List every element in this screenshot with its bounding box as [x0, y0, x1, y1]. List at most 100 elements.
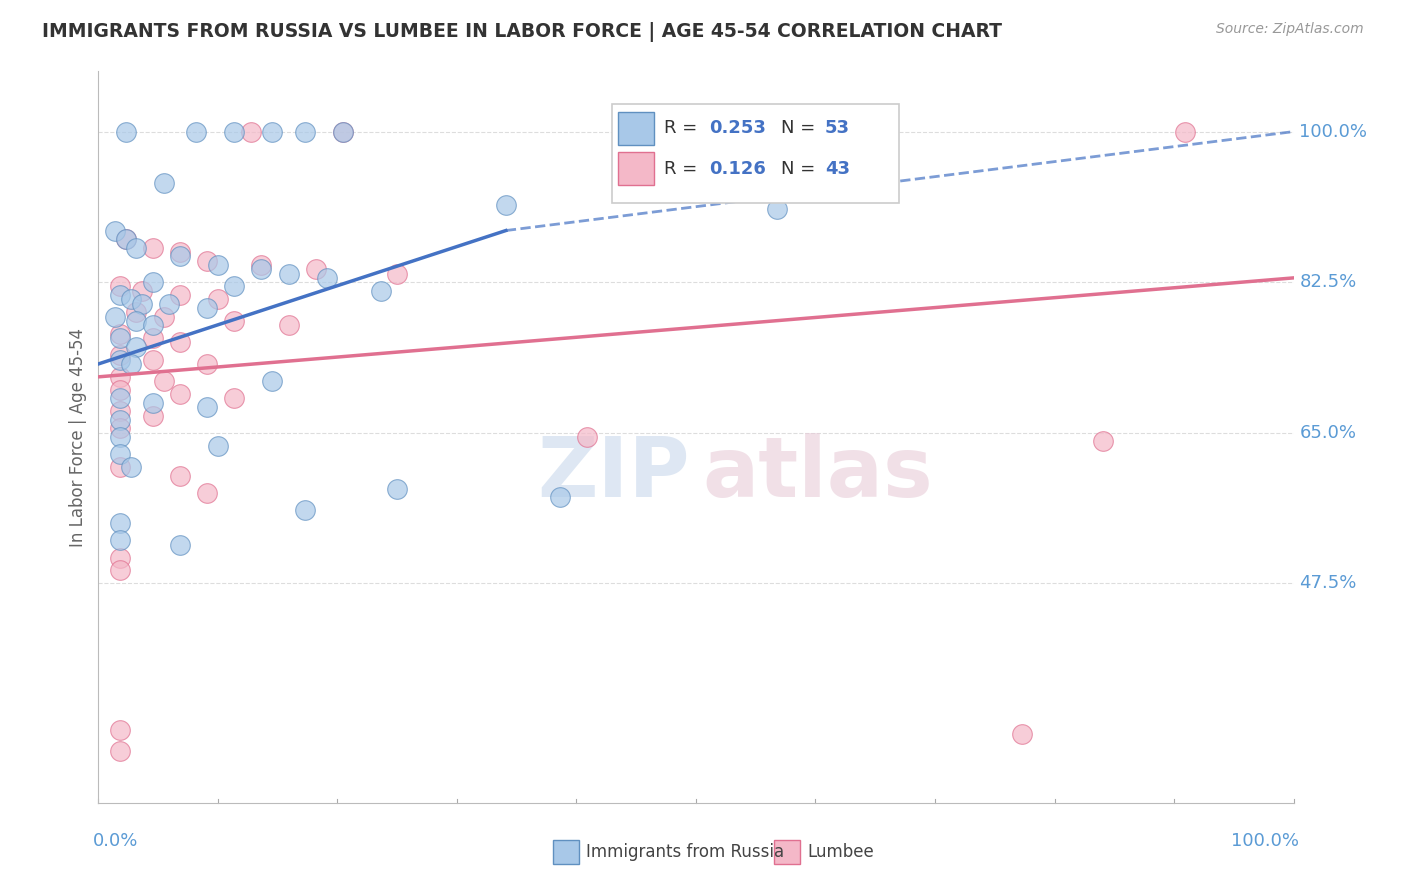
Point [108, 430, 131, 444]
Point [207, 258, 229, 272]
Point [195, 486, 218, 500]
Point [1011, 727, 1033, 741]
Point [108, 723, 131, 737]
Point [169, 249, 191, 263]
Point [125, 241, 148, 255]
Point [120, 357, 142, 371]
Point [142, 241, 165, 255]
Point [152, 310, 174, 324]
Point [195, 357, 218, 371]
Point [152, 176, 174, 190]
Point [142, 409, 165, 423]
Text: N =: N = [780, 119, 821, 136]
Point [108, 331, 131, 345]
Point [108, 352, 131, 367]
Point [108, 279, 131, 293]
Point [108, 421, 131, 435]
Point [104, 310, 127, 324]
FancyBboxPatch shape [613, 104, 900, 203]
Point [224, 314, 246, 328]
Point [108, 369, 131, 384]
Text: R =: R = [664, 119, 703, 136]
Point [142, 318, 165, 333]
Point [250, 258, 273, 272]
Point [332, 125, 354, 139]
Point [195, 253, 218, 268]
Point [108, 564, 131, 578]
Point [262, 125, 284, 139]
Point [262, 374, 284, 388]
Text: Source: ZipAtlas.com: Source: ZipAtlas.com [1216, 22, 1364, 37]
Point [169, 468, 191, 483]
FancyBboxPatch shape [773, 840, 800, 863]
Point [125, 340, 148, 354]
Point [125, 314, 148, 328]
Point [277, 267, 299, 281]
Text: 47.5%: 47.5% [1299, 574, 1357, 592]
Point [294, 125, 316, 139]
Text: N =: N = [780, 160, 821, 178]
Point [108, 744, 131, 758]
Text: atlas: atlas [702, 434, 932, 514]
Point [152, 374, 174, 388]
Point [385, 267, 409, 281]
Text: 100.0%: 100.0% [1299, 122, 1368, 141]
Point [169, 538, 191, 552]
Text: 100.0%: 100.0% [1232, 832, 1299, 850]
Point [142, 395, 165, 409]
Text: 0.253: 0.253 [709, 119, 766, 136]
Y-axis label: In Labor Force | Age 45-54: In Labor Force | Age 45-54 [69, 327, 87, 547]
Point [224, 125, 246, 139]
Point [224, 279, 246, 293]
Point [108, 392, 131, 406]
Point [294, 503, 316, 517]
Text: Lumbee: Lumbee [807, 843, 875, 861]
Point [114, 125, 136, 139]
Point [114, 232, 136, 246]
Point [142, 275, 165, 289]
Point [1174, 125, 1197, 139]
Point [157, 296, 180, 310]
Point [108, 348, 131, 362]
Point [277, 318, 299, 333]
Text: IMMIGRANTS FROM RUSSIA VS LUMBEE IN LABOR FORCE | AGE 45-54 CORRELATION CHART: IMMIGRANTS FROM RUSSIA VS LUMBEE IN LABO… [42, 22, 1002, 42]
Point [186, 125, 208, 139]
Point [108, 533, 131, 548]
Text: 53: 53 [825, 119, 851, 136]
Point [120, 293, 142, 307]
Point [385, 482, 409, 496]
Text: 82.5%: 82.5% [1299, 273, 1357, 291]
Point [315, 271, 337, 285]
Point [108, 288, 131, 302]
Point [131, 296, 153, 310]
FancyBboxPatch shape [553, 840, 579, 863]
Point [224, 392, 246, 406]
Point [370, 284, 392, 298]
Point [108, 404, 131, 418]
Point [250, 262, 273, 277]
Point [120, 460, 142, 475]
Point [169, 245, 191, 260]
FancyBboxPatch shape [619, 112, 654, 145]
Point [195, 301, 218, 315]
Point [142, 331, 165, 345]
Point [766, 202, 789, 216]
Point [108, 460, 131, 475]
Point [1092, 434, 1115, 449]
Point [108, 383, 131, 397]
Point [207, 439, 229, 453]
Point [131, 284, 153, 298]
Point [495, 198, 517, 212]
Point [169, 288, 191, 302]
Point [108, 516, 131, 530]
Point [108, 326, 131, 341]
Point [169, 335, 191, 350]
Point [332, 125, 354, 139]
Point [305, 262, 328, 277]
Text: 0.0%: 0.0% [93, 832, 138, 850]
Point [125, 305, 148, 319]
Point [104, 223, 127, 237]
Text: 0.126: 0.126 [709, 160, 766, 178]
Point [548, 491, 571, 505]
Text: R =: R = [664, 160, 703, 178]
